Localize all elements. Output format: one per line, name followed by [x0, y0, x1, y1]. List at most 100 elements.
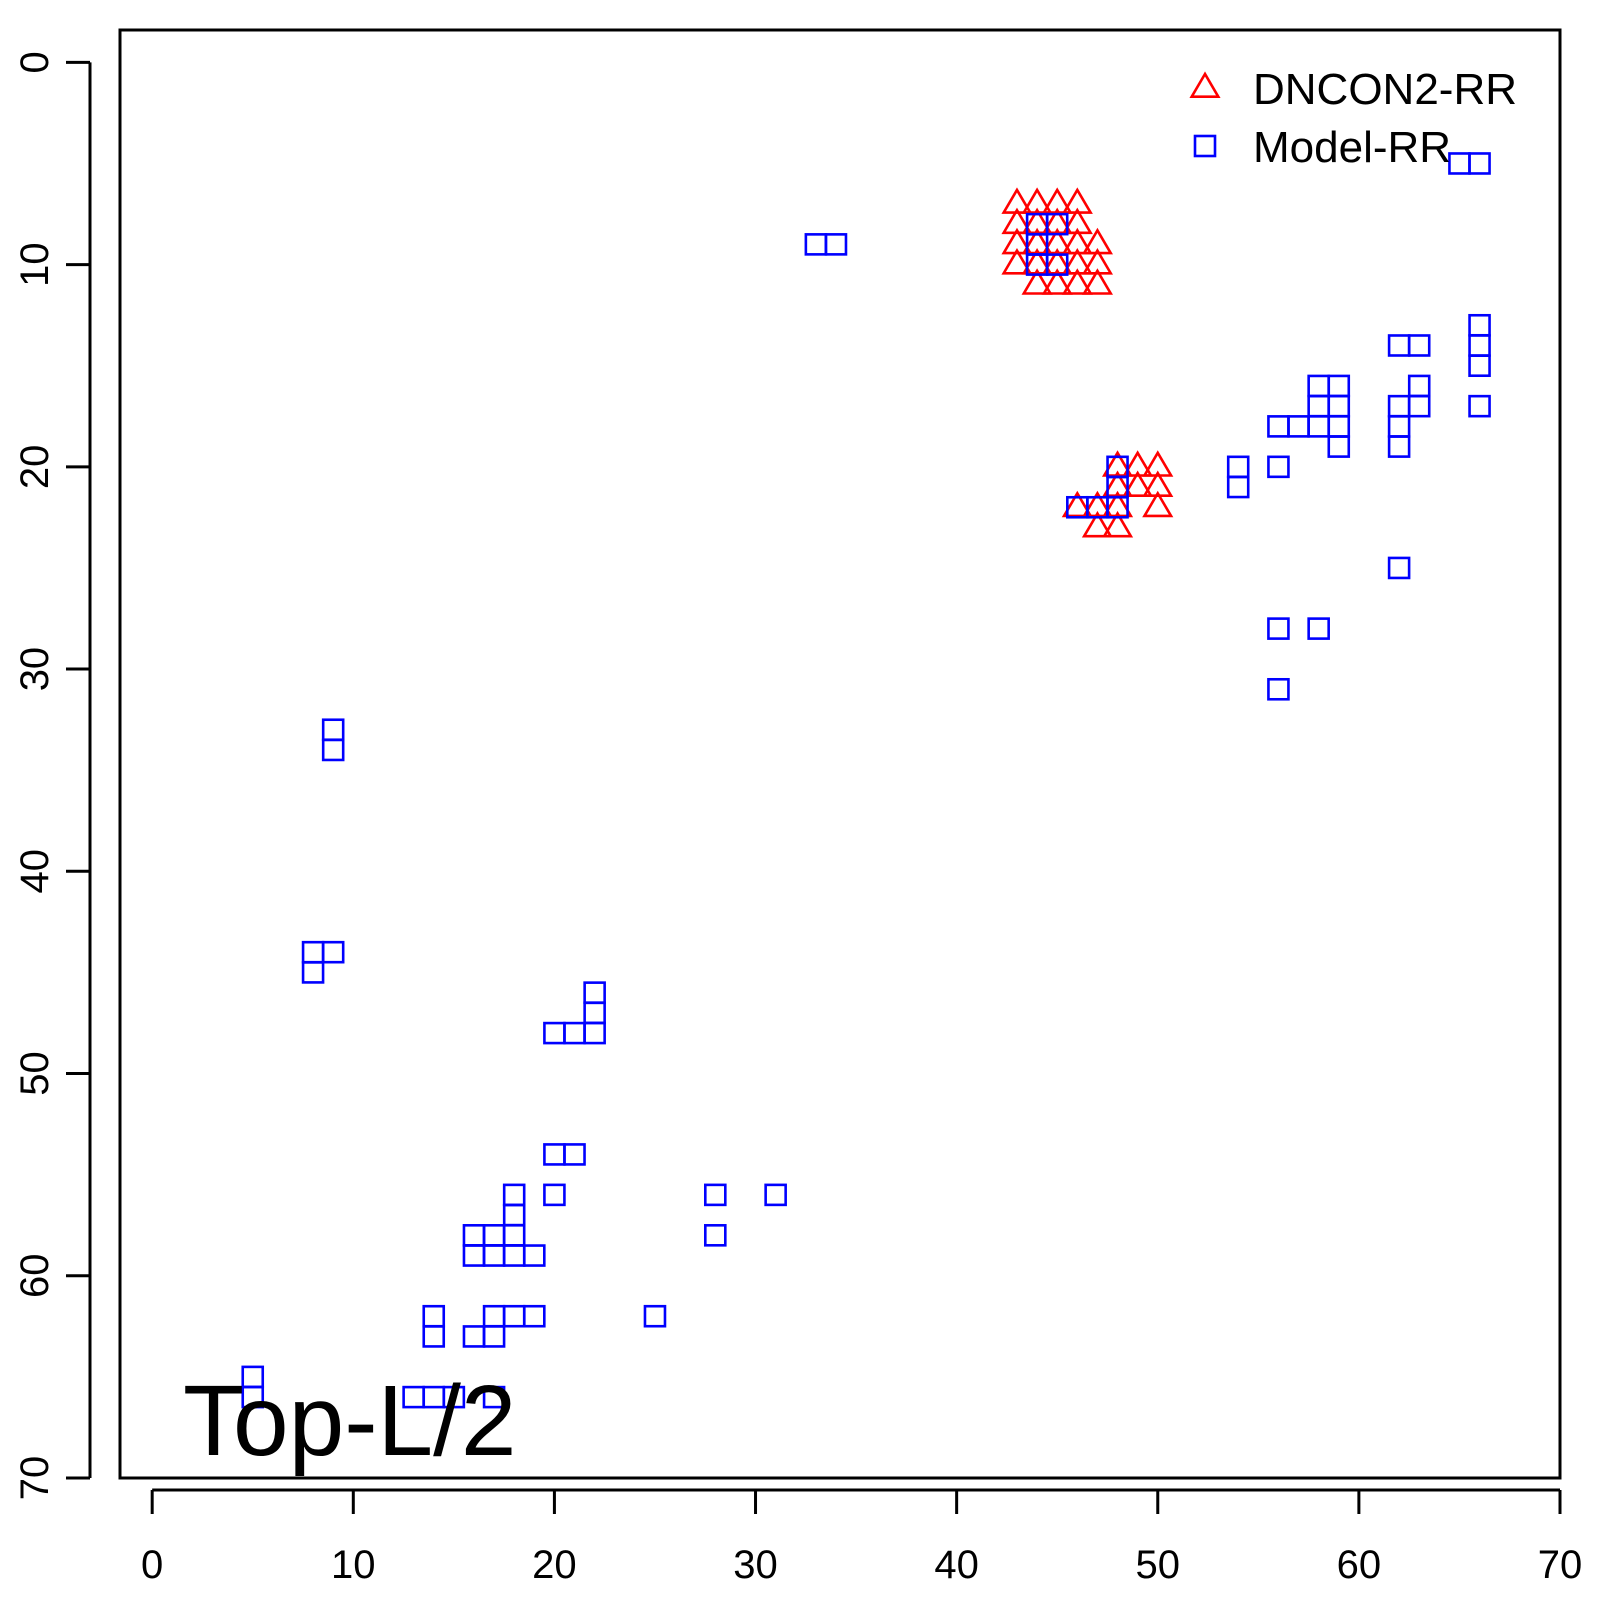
- plot-frame: [118, 28, 1562, 1480]
- square-point: [643, 1304, 667, 1328]
- triangle-point: [1041, 268, 1073, 295]
- square-point: [321, 718, 345, 742]
- legend-label: Model-RR: [1253, 123, 1451, 172]
- square-point: [563, 1021, 586, 1045]
- square-point: [1468, 394, 1491, 418]
- triangle-point: [1101, 510, 1134, 538]
- square-point: [1468, 313, 1491, 337]
- square-point: [462, 1325, 486, 1348]
- square-point: [1267, 415, 1290, 438]
- square-point: [1407, 374, 1431, 398]
- triangle-point: [1081, 268, 1113, 295]
- square-point: [462, 1244, 486, 1267]
- square-point: [563, 1143, 586, 1166]
- square-point: [1387, 435, 1411, 458]
- square-point: [1327, 415, 1351, 438]
- y-tick-label: 20: [13, 445, 57, 490]
- y-tick-label: 50: [13, 1051, 57, 1096]
- square-point: [1468, 152, 1491, 175]
- square-point: [523, 1304, 546, 1328]
- square-point: [482, 1385, 506, 1409]
- square-point: [422, 1304, 446, 1328]
- data-markers: [241, 152, 1491, 1409]
- y-axis: 0 10 20 30 40 50 60 70: [13, 51, 92, 1500]
- square-point: [824, 233, 848, 256]
- triangle-point: [1122, 470, 1154, 498]
- legend-triangle-icon: [1189, 71, 1221, 98]
- x-tick-label: 30: [733, 1543, 778, 1587]
- square-point: [502, 1203, 526, 1227]
- square-point: [704, 1183, 727, 1207]
- square-point: [1267, 677, 1290, 701]
- square-point: [583, 1001, 606, 1025]
- square-point: [502, 1183, 526, 1207]
- square-point: [462, 1224, 486, 1247]
- square-point: [1287, 415, 1310, 438]
- x-tick-label: 0: [141, 1543, 163, 1587]
- square-point: [1468, 334, 1491, 357]
- square-point: [422, 1325, 446, 1348]
- x-tick-label: 70: [1538, 1543, 1583, 1587]
- square-point: [1387, 334, 1411, 357]
- y-tick-label: 40: [13, 849, 57, 894]
- square-point: [1267, 455, 1290, 479]
- square-point: [764, 1183, 787, 1207]
- square-point: [482, 1304, 506, 1328]
- square-point: [502, 1244, 526, 1267]
- square-point: [301, 940, 325, 964]
- square-point: [482, 1244, 506, 1267]
- square-point: [1407, 334, 1431, 357]
- square-point: [321, 940, 345, 964]
- square-point: [1307, 415, 1330, 438]
- y-tick-label: 30: [13, 647, 57, 692]
- chart-annotation: Top-L/2: [183, 1365, 517, 1477]
- y-tick-label: 60: [13, 1254, 57, 1299]
- square-point: [1307, 374, 1330, 398]
- legend-label: DNCON2-RR: [1253, 65, 1517, 114]
- square-point: [1327, 374, 1351, 398]
- square-point: [804, 233, 828, 256]
- triangle-point: [1021, 268, 1053, 295]
- square-point: [523, 1244, 546, 1267]
- square-point: [502, 1304, 526, 1328]
- square-point: [502, 1224, 526, 1247]
- square-point: [1387, 394, 1411, 418]
- x-tick-label: 40: [934, 1543, 979, 1587]
- triangle-point: [1142, 490, 1174, 518]
- square-point: [1226, 475, 1250, 499]
- square-point: [1327, 435, 1351, 458]
- triangle-point: [1081, 510, 1113, 538]
- square-point: [1387, 556, 1411, 580]
- square-point: [301, 961, 325, 984]
- square-point: [543, 1021, 566, 1045]
- square-point: [1448, 152, 1471, 175]
- legend-square-icon: [1193, 134, 1217, 158]
- square-point: [1387, 415, 1411, 438]
- x-axis: 0 10 20 30 40 50 60 70: [141, 1488, 1583, 1587]
- square-point: [482, 1325, 506, 1348]
- square-point: [1327, 394, 1351, 418]
- triangle-point: [1061, 268, 1093, 295]
- square-point: [543, 1183, 566, 1207]
- x-tick-label: 60: [1337, 1543, 1382, 1587]
- square-point: [1086, 495, 1109, 519]
- square-point: [321, 738, 345, 762]
- series-dncon2-rr: [1001, 187, 1174, 538]
- square-point: [1045, 212, 1069, 236]
- square-point: [543, 1143, 566, 1166]
- square-point: [704, 1224, 727, 1247]
- square-point: [583, 981, 606, 1004]
- y-tick-label: 0: [13, 51, 57, 73]
- x-tick-label: 50: [1136, 1543, 1181, 1587]
- triangle-point: [1061, 490, 1093, 518]
- x-tick-label: 20: [532, 1543, 577, 1587]
- series-model-rr: [241, 152, 1491, 1409]
- square-point: [482, 1224, 506, 1247]
- square-point: [1307, 617, 1330, 640]
- square-point: [442, 1385, 466, 1409]
- y-tick-label: 10: [13, 242, 57, 287]
- square-point: [1468, 354, 1491, 378]
- square-point: [583, 1021, 606, 1045]
- square-point: [1267, 617, 1290, 640]
